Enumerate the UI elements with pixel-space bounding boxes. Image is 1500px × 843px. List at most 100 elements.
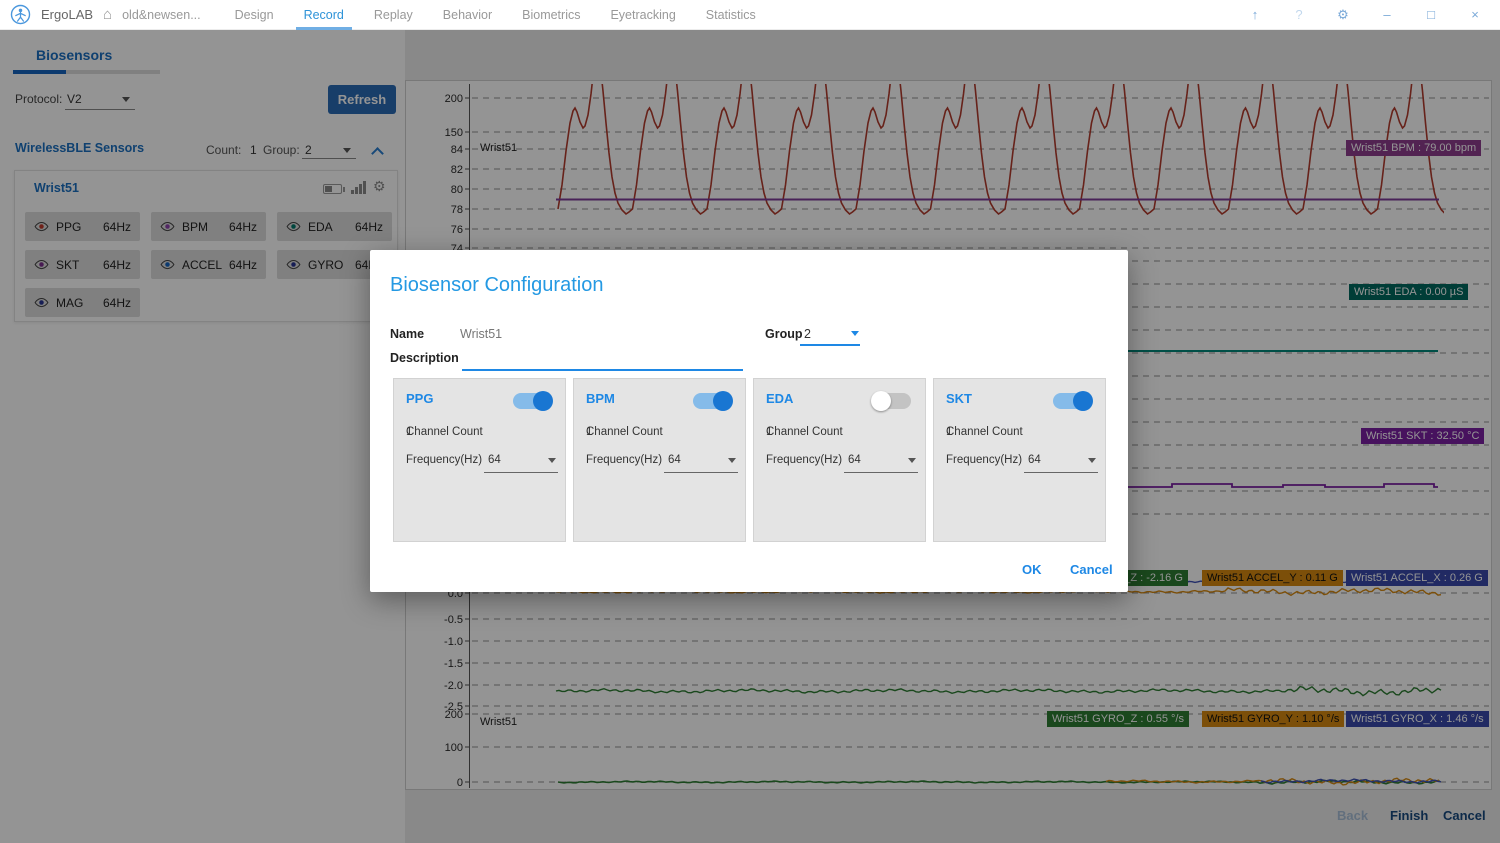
protocol-select[interactable]: V2 [67, 92, 82, 106]
channel-count-label: Channel Count [946, 426, 1023, 438]
project-name[interactable]: old&newsen... [122, 7, 201, 22]
chevron-down-icon[interactable] [548, 458, 556, 463]
svg-text:0: 0 [457, 777, 463, 789]
svg-text:76: 76 [451, 224, 463, 236]
tab-underline [13, 70, 66, 74]
cancel-button[interactable]: Cancel [1443, 808, 1486, 823]
panel-title: BPM [586, 391, 615, 406]
cancel-button[interactable]: Cancel [1070, 562, 1113, 577]
panel-eda: EDA 1 Channel Count Frequency(Hz) 64 [753, 378, 926, 542]
chip-name: SKT [56, 257, 80, 272]
channel-count: 1 Channel Count [946, 426, 1023, 438]
panel-title: PPG [406, 391, 434, 406]
eda-toggle[interactable] [871, 391, 911, 411]
ppg-line [557, 84, 1444, 216]
wirelessble-sensors-title: WirelessBLE Sensors [15, 141, 145, 155]
group-label: Group: [263, 143, 300, 157]
settings-icon[interactable]: ⚙ [1337, 6, 1349, 22]
maximize-icon[interactable]: □ [1427, 7, 1435, 22]
nav-tab-replay[interactable]: Replay [373, 7, 413, 22]
description-field[interactable] [462, 369, 743, 371]
chip-name: GYRO [308, 257, 344, 272]
sensor-card-title: Wrist51 [34, 181, 79, 195]
back-button[interactable]: Back [1337, 808, 1369, 823]
frequency-select[interactable]: 64 [488, 454, 501, 466]
frequency-select[interactable]: 64 [668, 454, 681, 466]
chevron-down-icon[interactable] [1088, 458, 1096, 463]
svg-text:-1.0: -1.0 [444, 636, 463, 648]
app-name: ErgoLAB [41, 7, 94, 22]
chevron-down-icon[interactable] [908, 458, 916, 463]
finish-button[interactable]: Finish [1390, 808, 1429, 823]
bpm-toggle[interactable] [693, 391, 733, 411]
nav-tab-statistics[interactable]: Statistics [705, 7, 756, 22]
battery-icon [323, 184, 345, 194]
chip-frequency: 64Hz [102, 257, 131, 272]
ppg-toggle[interactable] [513, 391, 553, 411]
group-underline [302, 158, 356, 159]
count-value: 1 [250, 143, 257, 157]
nav-tab-eyetracking[interactable]: Eyetracking [610, 7, 676, 22]
gear-icon[interactable]: ⚙ [373, 178, 386, 194]
nav-tab-record[interactable]: Record [295, 0, 353, 30]
channel-count-value: 1 [766, 426, 773, 438]
sensor-chip-mag[interactable]: MAG 64Hz [25, 288, 140, 317]
frequency-row: Frequency(Hz) 64 [406, 454, 558, 476]
badge-skt: Wrist51 SKT : 32.50 °C [1361, 428, 1485, 444]
svg-text:200: 200 [445, 93, 463, 105]
svg-text:78: 78 [451, 204, 463, 216]
tab-underline-track [66, 70, 160, 74]
ok-button[interactable]: OK [1022, 562, 1042, 577]
name-field[interactable]: Wrist51 [460, 327, 503, 341]
nav-tab-behavior[interactable]: Behavior [442, 7, 493, 22]
sensor-chip-bpm[interactable]: BPM 64Hz [151, 212, 266, 241]
chevron-down-icon[interactable] [122, 97, 130, 102]
eye-icon [160, 259, 175, 270]
group-select[interactable]: 2 [804, 327, 811, 341]
sensor-chip-skt[interactable]: SKT 64Hz [25, 250, 140, 279]
svg-text:-1.5: -1.5 [444, 658, 463, 670]
close-icon[interactable]: × [1471, 7, 1479, 22]
eye-icon [160, 221, 175, 232]
nav-tabs: Design Record Replay Behavior Biometrics Eyet… [235, 0, 756, 30]
frequency-select[interactable]: 64 [1028, 454, 1041, 466]
toggle-knob [713, 391, 733, 411]
home-icon[interactable]: ⌂ [103, 6, 113, 23]
nav-tab-biometrics[interactable]: Biometrics [522, 7, 581, 22]
frequency-label: Frequency(Hz) [946, 454, 1023, 466]
frequency-label: Frequency(Hz) [406, 454, 483, 466]
eye-icon [34, 259, 49, 270]
protocol-label: Protocol: [15, 92, 63, 106]
frequency-underline [844, 472, 918, 473]
frequency-underline [664, 472, 738, 473]
panel-skt: SKT 1 Channel Count Frequency(Hz) 64 [933, 378, 1106, 542]
chip-frequency: 64Hz [102, 295, 131, 310]
nav-tab-design[interactable]: Design [234, 7, 274, 22]
channel-count: 1 Channel Count [766, 426, 843, 438]
channel-count-value: 1 [406, 426, 413, 438]
tab-biosensors[interactable]: Biosensors [36, 47, 113, 63]
toggle-knob [871, 391, 891, 411]
channel-count: 1 Channel Count [406, 426, 483, 438]
chip-name: BPM [182, 219, 209, 234]
sensor-chip-ppg[interactable]: PPG 64Hz [25, 212, 140, 241]
sensor-chip-accel[interactable]: ACCEL 64Hz [151, 250, 266, 279]
sensor-chip-eda[interactable]: EDA 64Hz [277, 212, 392, 241]
chevron-down-icon[interactable] [851, 331, 859, 336]
top-nav: ErgoLAB ⌂ old&newsen... Design Record Repl… [0, 0, 1500, 30]
help-icon[interactable]: ? [1295, 7, 1303, 22]
svg-text:100: 100 [445, 742, 463, 754]
chevron-down-icon[interactable] [343, 148, 351, 153]
chip-name: MAG [56, 295, 84, 310]
channel-count-label: Channel Count [766, 426, 843, 438]
eye-icon [34, 297, 49, 308]
frequency-select[interactable]: 64 [848, 454, 861, 466]
skt-toggle[interactable] [1053, 391, 1093, 411]
chevron-down-icon[interactable] [728, 458, 736, 463]
group-underline [800, 344, 860, 346]
refresh-button[interactable]: Refresh [328, 85, 396, 114]
group-select[interactable]: 2 [305, 143, 312, 157]
minimize-icon[interactable]: – [1383, 7, 1391, 22]
chip-frequency: 64Hz [102, 219, 131, 234]
upload-icon[interactable]: ↑ [1251, 7, 1259, 22]
